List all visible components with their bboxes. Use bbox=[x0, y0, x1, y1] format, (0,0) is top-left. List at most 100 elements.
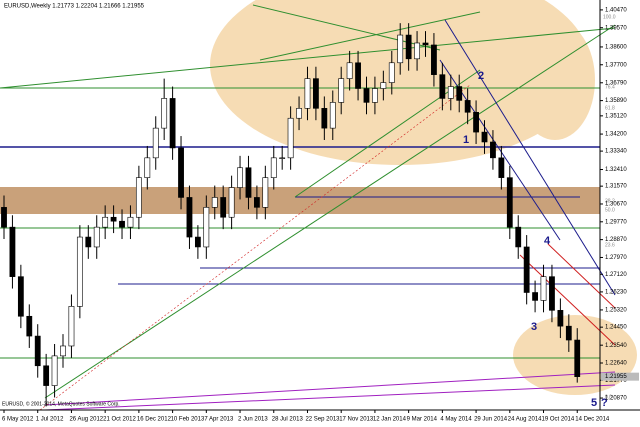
candle-body bbox=[574, 339, 581, 377]
y-tick-label: 1.21770 bbox=[605, 378, 627, 384]
candle-body bbox=[549, 276, 555, 311]
candle-body bbox=[321, 108, 328, 129]
fib-label: 76.4 bbox=[605, 84, 615, 90]
candle-body bbox=[34, 335, 41, 367]
candle-body bbox=[422, 42, 429, 46]
x-tick-label: 21 Oct 2012 bbox=[103, 417, 136, 423]
x-tick-label: 16 Dec 2012 bbox=[137, 417, 172, 423]
trendline bbox=[44, 24, 616, 399]
candle-body bbox=[144, 157, 151, 178]
candle-body bbox=[178, 147, 184, 198]
candle-body bbox=[43, 365, 50, 386]
candle-body bbox=[152, 127, 159, 159]
candle-body bbox=[532, 292, 538, 301]
candle-body bbox=[262, 177, 269, 208]
y-tick-label: 1.23540 bbox=[605, 343, 627, 349]
price-marker: 1.21955 bbox=[605, 374, 627, 380]
price-marker-box bbox=[601, 372, 639, 381]
candle-body bbox=[338, 78, 345, 103]
annotation: 2 bbox=[478, 70, 484, 82]
candle-body bbox=[363, 88, 370, 103]
trendline bbox=[44, 384, 616, 411]
y-tick-label: 1.36790 bbox=[605, 80, 627, 86]
candle-body bbox=[405, 34, 412, 60]
candle-body bbox=[296, 108, 302, 119]
y-tick-label: 1.40470 bbox=[605, 7, 627, 13]
channel bbox=[519, 254, 616, 346]
candle-body bbox=[557, 310, 564, 327]
candle-body bbox=[254, 197, 260, 208]
candle-body bbox=[506, 177, 513, 228]
candle-body bbox=[110, 216, 117, 222]
candle-body bbox=[329, 102, 336, 129]
x-tick-label: 24 Aug 2014 bbox=[508, 417, 542, 423]
candle-body bbox=[1, 207, 7, 228]
zone bbox=[210, 0, 590, 165]
y-tick-label: 1.39570 bbox=[605, 25, 627, 31]
candle-body bbox=[481, 131, 488, 143]
candle-body bbox=[304, 78, 311, 109]
x-tick-label: 9 Mar 2014 bbox=[407, 417, 438, 423]
candle-body bbox=[490, 141, 496, 159]
candle-body bbox=[540, 276, 547, 301]
candle-body bbox=[85, 236, 92, 248]
annotation: ? bbox=[601, 397, 608, 409]
candle-body bbox=[51, 355, 58, 386]
x-tick-label: 1 Jul 2012 bbox=[36, 417, 64, 423]
candle-body bbox=[414, 42, 420, 60]
candle-body bbox=[439, 74, 446, 99]
trendline bbox=[444, 19, 616, 296]
y-tick-label: 1.30670 bbox=[605, 202, 627, 208]
y-tick-label: 1.37700 bbox=[605, 62, 627, 68]
candle-body bbox=[76, 236, 83, 307]
x-tick-label: 14 Dec 2014 bbox=[575, 417, 610, 423]
annotation: 5 bbox=[591, 397, 597, 409]
zone-band bbox=[0, 187, 600, 214]
x-tick-label: 10 Feb 2013 bbox=[171, 417, 205, 423]
y-tick-label: 1.27120 bbox=[605, 272, 627, 278]
y-tick-label: 1.32410 bbox=[605, 167, 627, 173]
annotation: 1 bbox=[463, 134, 469, 146]
x-tick-label: 19 Oct 2014 bbox=[542, 417, 575, 423]
candle-body bbox=[473, 111, 479, 133]
candle-body bbox=[380, 82, 387, 89]
channel bbox=[547, 243, 616, 309]
trendline bbox=[44, 371, 616, 406]
candle-body bbox=[60, 345, 66, 357]
x-tick-label: 12 Jan 2014 bbox=[373, 417, 407, 423]
y-tick-label: 1.22640 bbox=[605, 361, 627, 367]
candle-body bbox=[565, 325, 572, 341]
candle-body bbox=[447, 86, 454, 99]
x-tick-label: 29 Jun 2014 bbox=[474, 417, 508, 423]
candle-body bbox=[372, 88, 378, 103]
candle-body bbox=[17, 276, 24, 317]
x-tick-label: 22 Sep 2013 bbox=[305, 417, 340, 423]
candle-body bbox=[431, 44, 437, 75]
candle-body bbox=[456, 86, 463, 101]
y-tick-label: 1.25320 bbox=[605, 308, 627, 314]
y-tick-label: 1.20870 bbox=[605, 396, 627, 402]
candle-body bbox=[388, 62, 395, 83]
drawings bbox=[0, 4, 616, 411]
candle-body bbox=[220, 197, 227, 218]
x-tick-label: 28 Jul 2013 bbox=[272, 417, 304, 423]
candle-body bbox=[135, 177, 142, 218]
candle-body bbox=[93, 226, 100, 248]
candle-body bbox=[397, 34, 404, 64]
candle-body bbox=[119, 220, 125, 228]
candle-body bbox=[313, 78, 319, 109]
y-tick-label: 1.38600 bbox=[605, 45, 627, 51]
annotation: 4 bbox=[544, 235, 551, 247]
x-tick-label: 2 Jun 2013 bbox=[238, 417, 268, 423]
y-tick-label: 1.35890 bbox=[605, 98, 627, 104]
trendline bbox=[259, 11, 481, 61]
y-tick-label: 1.33340 bbox=[605, 149, 627, 155]
y-tick-label: 1.26230 bbox=[605, 289, 627, 295]
fib-label: 50.0 bbox=[605, 207, 615, 213]
candle-body bbox=[68, 306, 75, 347]
x-tick-label: 6 May 2012 bbox=[2, 417, 34, 423]
candle-body bbox=[211, 197, 218, 208]
candle-body bbox=[186, 197, 193, 238]
